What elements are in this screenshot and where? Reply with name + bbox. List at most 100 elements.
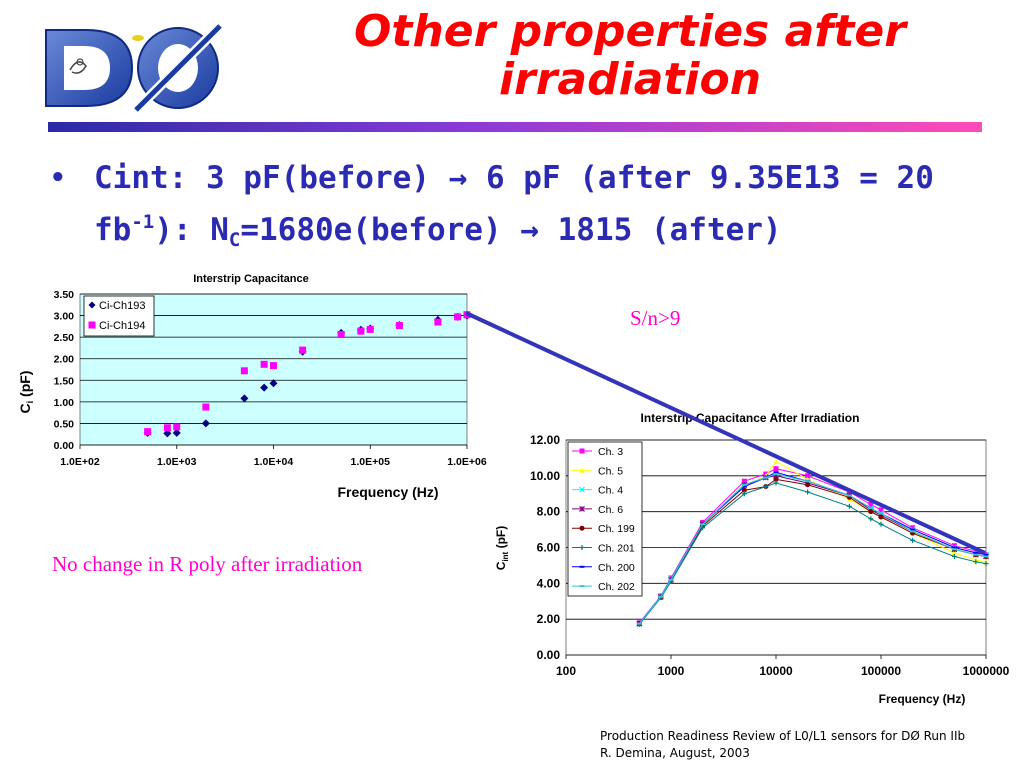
data-point [260, 360, 268, 368]
chart-capacitance-after-irradiation: Interstrip Capacitance After Irradiation… [494, 411, 1010, 706]
y-axis-label-main: C [494, 561, 508, 570]
bullet-part-1: Cint: 3 pF(before) [94, 160, 449, 196]
legend-label: Ci-Ch193 [99, 300, 145, 312]
bullet-text: Cint: 3 pF(before) → 6 pF (after 9.35E13… [94, 156, 990, 262]
y-tick-label: 6.00 [537, 541, 561, 555]
data-point [805, 482, 811, 488]
legend-label: Ch. 202 [598, 581, 635, 593]
data-point [434, 318, 442, 326]
x-tick-label: 1.0E+04 [254, 456, 294, 468]
legend-label: Ch. 5 [598, 465, 623, 477]
y-tick-label: 8.00 [537, 505, 561, 519]
data-point [201, 419, 210, 428]
footer-line-2: R. Demina, August, 2003 [600, 746, 750, 760]
legend-label: Ci-Ch194 [99, 320, 145, 332]
data-point [173, 423, 181, 431]
y-tick-label: 10.00 [530, 469, 560, 483]
data-point [868, 509, 874, 515]
legend-label: Ch. 199 [598, 523, 635, 535]
y-tick-label: 1.00 [54, 397, 75, 409]
data-point [163, 429, 172, 438]
y-tick-label: 2.00 [537, 612, 561, 626]
data-point [983, 561, 989, 567]
bullet-part-3: ): N [154, 212, 229, 248]
legend-label: Ch. 3 [598, 446, 623, 458]
d0-experiment-logo-icon [45, 22, 224, 114]
data-point [463, 311, 471, 319]
y-axis-label: Ci (pF) [17, 371, 35, 414]
slide-title: Other properties after irradiation [354, 6, 906, 105]
data-point [973, 559, 979, 565]
x-tick-label: 10000 [759, 664, 793, 678]
legend-label: Ch. 200 [598, 562, 635, 574]
x-axis-label: Frequency (Hz) [337, 484, 438, 500]
data-point [269, 379, 278, 388]
data-point [878, 514, 884, 520]
y-tick-label: 0.00 [54, 440, 75, 452]
arrow-icon: → [520, 212, 539, 248]
y-tick-label: 2.50 [54, 332, 75, 344]
x-axis-label: Frequency (Hz) [879, 692, 966, 706]
y-tick-label: 1.50 [54, 375, 75, 387]
y-axis-label-tail: (pF) [17, 371, 33, 401]
data-point [270, 362, 277, 370]
x-tick-label: 100 [556, 664, 576, 678]
data-point [240, 394, 249, 403]
data-point [172, 428, 181, 437]
data-point [454, 313, 462, 321]
x-tick-label: 1.0E+05 [351, 456, 391, 468]
data-point [366, 325, 374, 333]
bullet-part-5: 1815 (after) [538, 212, 782, 248]
y-tick-label: 0.00 [537, 648, 561, 662]
data-point [163, 424, 171, 432]
data-point [395, 321, 403, 329]
x-tick-label: 1000000 [963, 664, 1010, 678]
footer: Production Readiness Review of L0/L1 sen… [600, 728, 965, 762]
x-tick-label: 1.0E+02 [60, 456, 100, 468]
bullet-part-2: 6 pF (after 9.35E13 = 20 fb [94, 160, 934, 248]
bullet-subscript: C [228, 229, 241, 251]
legend: Ci-Ch193 Ci-Ch194 [83, 295, 155, 337]
y-axis-label-sub: i [25, 401, 35, 404]
bullet-superscript: -1 [131, 211, 155, 233]
legend-label: Ch. 201 [598, 543, 635, 555]
chart-title: Interstrip Capacitance After Irradiation [641, 411, 860, 425]
legend-marker [88, 301, 96, 309]
legend-label: Ch. 4 [598, 485, 623, 497]
y-tick-label: 4.00 [537, 576, 561, 590]
note-signal-to-noise: S/n>9 [630, 306, 681, 330]
arrow-icon: → [448, 160, 468, 196]
bullet-cint: • Cint: 3 pF(before) → 6 pF (after 9.35E… [50, 156, 990, 262]
footer-line-1: Production Readiness Review of L0/L1 sen… [600, 729, 966, 743]
note-rpoly: No change in R poly after irradiation [52, 552, 363, 576]
data-point [299, 346, 307, 354]
data-point [202, 403, 210, 411]
chart-interstrip-capacitance: Interstrip Capacitance 0.00 0.50 1.00 1.50 2… [17, 273, 487, 500]
title-divider [48, 122, 982, 132]
x-tick-label: 1.0E+03 [157, 456, 197, 468]
data-point [773, 466, 779, 472]
y-axis-label-main: C [17, 403, 33, 413]
y-tick-label: 12.00 [530, 433, 560, 447]
y-tick-label: 2.00 [54, 354, 75, 366]
legend: Ch. 3 Ch. 5 Ch. 4 Ch. 6 Ch. 199 Ch. 201 Ch. 20… [567, 441, 643, 597]
legend-label: Ch. 6 [598, 504, 623, 516]
y-tick-label: 3.00 [54, 311, 75, 323]
data-point [240, 367, 248, 375]
legend-marker [579, 448, 585, 454]
data-point [260, 383, 269, 392]
y-axis-label-tail: (pF) [494, 526, 508, 552]
chart-title: Interstrip Capacitance [193, 273, 309, 285]
legend-marker [88, 321, 96, 329]
data-point [144, 428, 152, 436]
x-tick-label: 100000 [861, 664, 901, 678]
x-tick-label: 1000 [658, 664, 685, 678]
data-point [357, 327, 365, 335]
data-point [337, 331, 345, 339]
y-tick-label: 0.50 [54, 418, 75, 430]
y-axis-label: Cint (pF) [494, 526, 510, 570]
y-axis-label-sub: int [501, 551, 510, 561]
y-tick-label: 3.50 [54, 289, 75, 301]
bullet-symbol: • [50, 163, 66, 193]
legend-marker [579, 525, 585, 531]
